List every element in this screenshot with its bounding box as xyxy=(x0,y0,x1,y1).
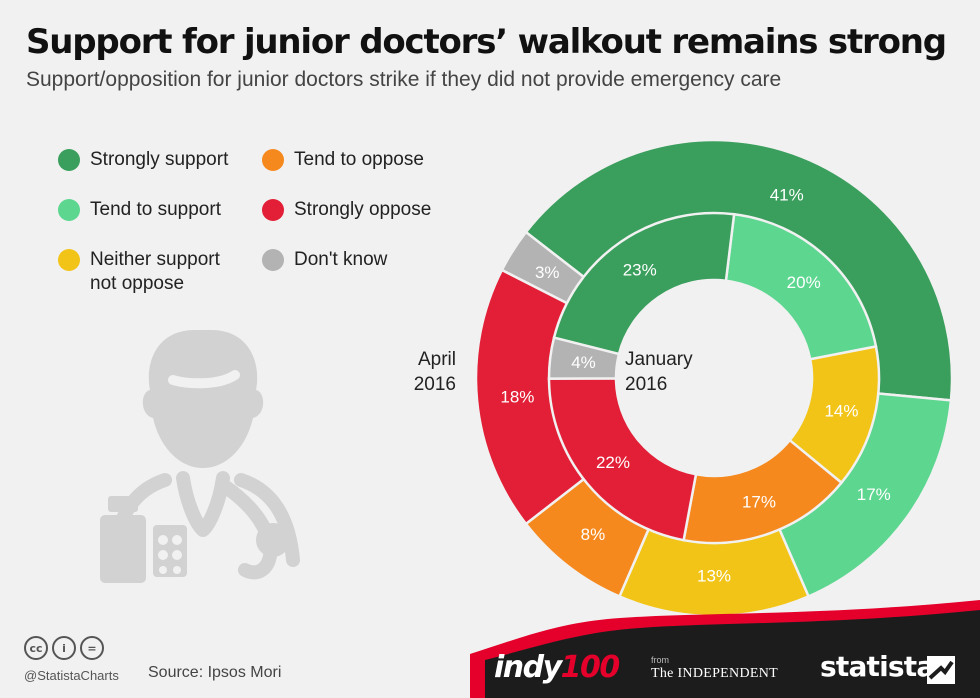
inner-ring-segment-strongly-support xyxy=(552,211,736,356)
legend-label: Tend to support xyxy=(90,199,221,220)
outer-ring-label: 3% xyxy=(535,263,560,282)
chart-title: Support for junior doctors’ walkout rema… xyxy=(26,22,947,62)
outer-ring-label: 18% xyxy=(500,388,534,407)
legend-label: Tend to oppose xyxy=(294,149,424,170)
legend-label: Don't know xyxy=(294,249,388,270)
outer-ring-caption-line1: April xyxy=(418,349,456,370)
no-derivatives-icon: = xyxy=(80,636,104,660)
legend-swatch xyxy=(58,249,80,271)
statista-logo: statista xyxy=(820,650,935,683)
outer-ring-label: 17% xyxy=(857,485,891,504)
doctor-illustration xyxy=(100,330,300,583)
statista-mark-icon xyxy=(927,656,955,684)
legend-label: Strongly support xyxy=(90,149,229,170)
inner-ring-label: 22% xyxy=(596,453,630,472)
legend-item-strongly-support: Strongly support xyxy=(58,148,228,172)
legend-item-neither: Neither support not oppose xyxy=(58,248,228,296)
indy100-logo: indy100 xyxy=(494,650,621,685)
inner-ring-label: 20% xyxy=(787,273,821,292)
inner-ring-caption-line2: 2016 xyxy=(625,374,667,395)
legend-swatch xyxy=(58,199,80,221)
outer-ring-label: 13% xyxy=(697,567,731,586)
legend-item-tend-to-support: Tend to support xyxy=(58,198,221,222)
legend-swatch xyxy=(262,149,284,171)
source-note: Source: Ipsos Mori xyxy=(148,664,282,681)
pill-blister-icon xyxy=(153,525,187,577)
legend: Strongly support Tend to support Neither… xyxy=(58,148,478,308)
inner-ring-caption-line1: January xyxy=(625,349,693,370)
indy-text: indy xyxy=(494,650,562,685)
independent-logo: The INDEPENDENT xyxy=(651,666,778,681)
legend-item-tend-to-oppose: Tend to oppose xyxy=(262,148,424,172)
inner-ring-segment-tend-to-support xyxy=(724,212,878,361)
legend-label: Neither support not oppose xyxy=(90,249,220,294)
inner-ring-segment-strongly-oppose xyxy=(547,377,698,542)
indy-number: 100 xyxy=(560,650,621,685)
legend-item-strongly-oppose: Strongly oppose xyxy=(262,198,431,222)
inner-ring-label: 4% xyxy=(571,353,596,372)
creative-commons-icon: cc xyxy=(24,636,48,660)
outer-ring-caption-line2: 2016 xyxy=(414,374,456,395)
outer-ring-label: 8% xyxy=(581,525,606,544)
legend-swatch xyxy=(58,149,80,171)
legend-item-dont-know: Don't know xyxy=(262,248,387,272)
legend-label: Strongly oppose xyxy=(294,199,432,220)
license-icons: cc i = xyxy=(24,636,104,660)
legend-swatch xyxy=(262,249,284,271)
chart-subtitle: Support/opposition for junior doctors st… xyxy=(26,68,782,91)
legend-swatch xyxy=(262,199,284,221)
from-label: from xyxy=(651,655,669,665)
inner-ring-label: 17% xyxy=(742,493,776,512)
inner-ring-label: 23% xyxy=(623,260,657,279)
outer-ring-label: 41% xyxy=(770,185,804,204)
pill-bottle-icon xyxy=(100,496,146,583)
statista-handle: @StatistaCharts xyxy=(24,668,119,683)
attribution-icon: i xyxy=(52,636,76,660)
inner-ring-label: 14% xyxy=(824,401,858,420)
